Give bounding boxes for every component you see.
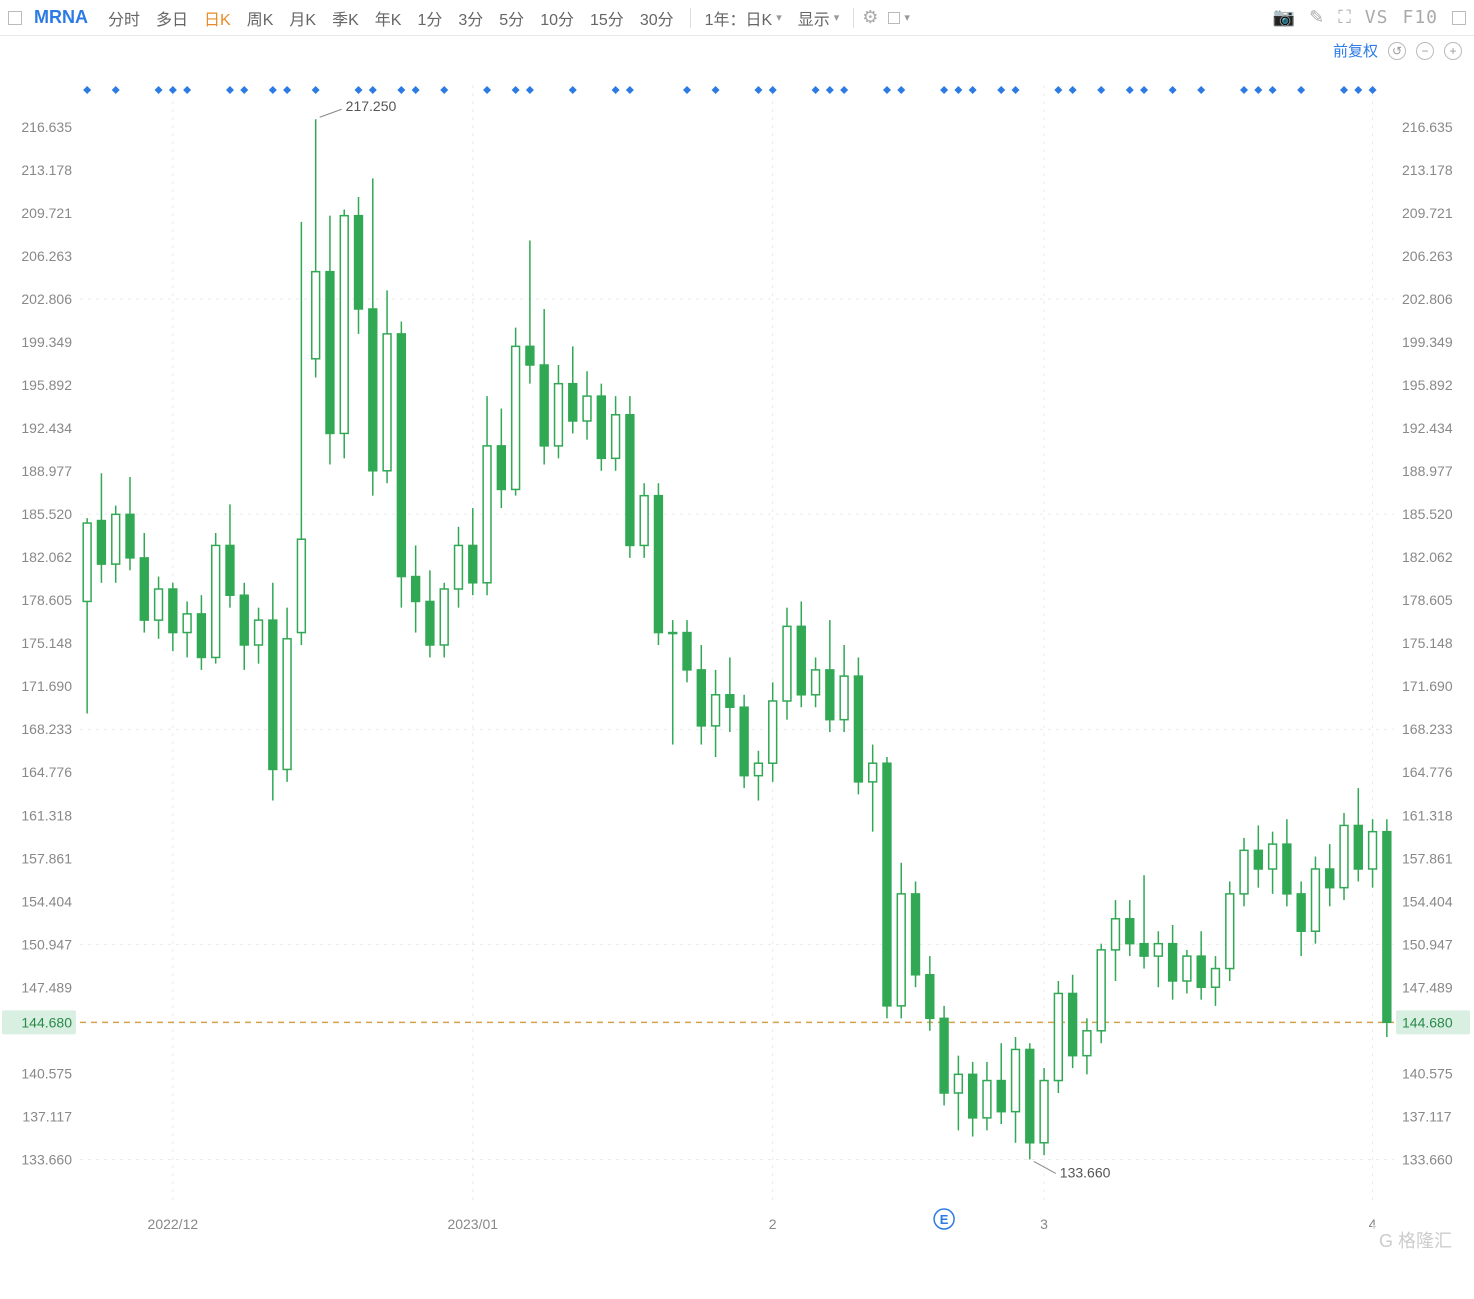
f10-button[interactable]: F10 [1402,7,1438,28]
toolbar: MRNA 分时多日日K周K月K季K年K1分3分5分10分15分30分 1年：日K… [0,0,1474,36]
svg-text:147.489: 147.489 [21,979,72,995]
svg-text:199.349: 199.349 [1402,334,1453,350]
svg-text:188.977: 188.977 [1402,463,1453,479]
svg-text:147.489: 147.489 [1402,979,1453,995]
svg-text:168.233: 168.233 [21,721,72,737]
svg-text:175.148: 175.148 [1402,635,1453,651]
svg-text:2022/12: 2022/12 [148,1216,199,1232]
svg-text:171.690: 171.690 [21,678,72,694]
timeframe-tab[interactable]: 季K [324,10,367,31]
compare-button[interactable]: VS [1365,7,1389,28]
timeframe-tab[interactable]: 10分 [532,10,582,31]
svg-text:140.575: 140.575 [21,1065,72,1081]
svg-text:133.660: 133.660 [21,1151,72,1167]
svg-text:164.776: 164.776 [1402,764,1453,780]
svg-text:144.680: 144.680 [1402,1014,1453,1030]
svg-text:171.690: 171.690 [1402,678,1453,694]
box-dropdown[interactable]: ▾ [882,9,916,26]
svg-text:182.062: 182.062 [1402,549,1453,565]
svg-text:144.680: 144.680 [21,1014,72,1030]
camera-icon[interactable]: 📷 [1273,7,1295,28]
svg-text:213.178: 213.178 [1402,162,1453,178]
svg-text:188.977: 188.977 [21,463,72,479]
svg-text:216.635: 216.635 [21,119,72,135]
svg-text:202.806: 202.806 [1402,291,1453,307]
svg-text:137.117: 137.117 [1402,1108,1452,1124]
timeframe-tab[interactable]: 年K [367,10,410,31]
expand-icon[interactable]: ⛶ [1338,7,1351,28]
svg-text:192.434: 192.434 [1402,420,1453,436]
timeframe-tab[interactable]: 多日 [148,10,196,31]
timeframe-tab[interactable]: 日K [196,10,239,31]
svg-text:216.635: 216.635 [1402,119,1453,135]
svg-text:137.117: 137.117 [22,1108,72,1124]
timeframe-tab[interactable]: 周K [239,10,282,31]
timeframe-tab[interactable]: 月K [281,10,324,31]
timeframe-tab[interactable]: 30分 [632,10,682,31]
svg-text:157.861: 157.861 [21,850,72,866]
svg-text:168.233: 168.233 [1402,721,1453,737]
svg-text:2023/01: 2023/01 [447,1216,498,1232]
refresh-icon[interactable]: ↺ [1388,42,1406,60]
gear-icon[interactable]: ⚙ [862,7,878,28]
svg-text:150.947: 150.947 [21,936,72,952]
layout-icon[interactable] [8,11,22,25]
separator [690,8,691,28]
svg-text:175.148: 175.148 [21,635,72,651]
svg-text:195.892: 195.892 [1402,377,1453,393]
svg-text:217.250: 217.250 [346,98,397,114]
timeframe-tab[interactable]: 1分 [409,10,450,31]
svg-text:195.892: 195.892 [21,377,72,393]
svg-text:178.605: 178.605 [1402,592,1453,608]
svg-text:178.605: 178.605 [21,592,72,608]
range-dropdown[interactable]: 1年：日K▾ [699,4,788,32]
sub-toolbar: 前复权 ↺ − + [0,36,1474,65]
watermark: G 格隆汇 [1371,1225,1460,1255]
svg-text:154.404: 154.404 [1402,893,1453,909]
svg-text:202.806: 202.806 [21,291,72,307]
svg-text:133.660: 133.660 [1402,1151,1453,1167]
adjust-label[interactable]: 前复权 [1333,40,1378,61]
svg-text:206.263: 206.263 [1402,248,1453,264]
svg-text:161.318: 161.318 [1402,807,1453,823]
zoom-in-icon[interactable]: + [1444,42,1462,60]
svg-text:E: E [940,1212,949,1227]
svg-text:161.318: 161.318 [21,807,72,823]
svg-text:213.178: 213.178 [21,162,72,178]
display-dropdown[interactable]: 显示▾ [792,4,846,32]
svg-text:209.721: 209.721 [1402,205,1453,221]
timeframe-tab[interactable]: 3分 [450,10,491,31]
svg-text:157.861: 157.861 [1402,850,1453,866]
timeframe-tab[interactable]: 分时 [100,10,148,31]
separator [853,8,854,28]
ticker-symbol[interactable]: MRNA [34,7,88,28]
svg-text:185.520: 185.520 [21,506,72,522]
svg-text:140.575: 140.575 [1402,1065,1453,1081]
pencil-icon[interactable]: ✎ [1309,7,1324,28]
candlestick-chart[interactable]: 133.660 133.660 137.117 137.117 140.575 140.5… [0,65,1474,1265]
svg-text:3: 3 [1040,1216,1048,1232]
zoom-out-icon[interactable]: − [1416,42,1434,60]
svg-text:150.947: 150.947 [1402,936,1453,952]
svg-text:133.660: 133.660 [1060,1164,1111,1180]
chart-container: 133.660 133.660 137.117 137.117 140.575 140.5… [0,65,1474,1265]
svg-text:182.062: 182.062 [21,549,72,565]
svg-text:185.520: 185.520 [1402,506,1453,522]
svg-text:154.404: 154.404 [21,893,72,909]
square-icon[interactable] [1452,11,1466,25]
timeframe-tab[interactable]: 5分 [491,10,532,31]
svg-text:192.434: 192.434 [21,420,72,436]
svg-text:209.721: 209.721 [21,205,72,221]
svg-text:206.263: 206.263 [21,248,72,264]
svg-text:164.776: 164.776 [21,764,72,780]
svg-text:199.349: 199.349 [21,334,72,350]
svg-text:2: 2 [769,1216,777,1232]
timeframe-tab[interactable]: 15分 [582,10,632,31]
toolbar-right: 📷 ✎ ⛶ VS F10 [1273,7,1466,28]
